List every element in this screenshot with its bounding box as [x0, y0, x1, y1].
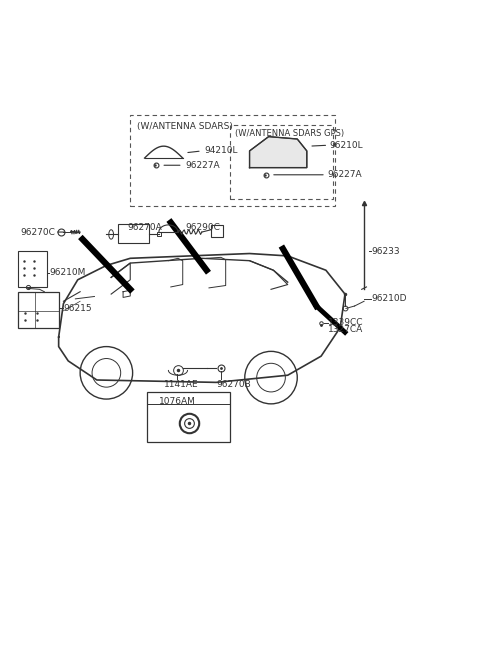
- Text: 1076AM: 1076AM: [159, 397, 196, 405]
- Text: (W/ANTENNA SDARS GPS): (W/ANTENNA SDARS GPS): [235, 130, 344, 138]
- Bar: [18, 251, 47, 287]
- Text: 96210M: 96210M: [49, 268, 85, 277]
- Bar: [230, 124, 333, 198]
- Polygon shape: [250, 137, 307, 168]
- Text: 1339CC: 1339CC: [328, 318, 364, 328]
- Text: 96215: 96215: [63, 304, 92, 313]
- Bar: [147, 392, 230, 442]
- Text: 1141AE: 1141AE: [164, 380, 198, 389]
- Text: 96270B: 96270B: [216, 380, 251, 389]
- Text: 96270A: 96270A: [128, 223, 163, 231]
- Text: 94210L: 94210L: [204, 147, 238, 155]
- Bar: [130, 115, 336, 206]
- Bar: [18, 291, 59, 328]
- Text: 96210L: 96210L: [330, 141, 363, 150]
- Text: 96210D: 96210D: [371, 294, 407, 303]
- Text: 96270C: 96270C: [21, 227, 55, 236]
- Text: 96233: 96233: [371, 247, 400, 255]
- Text: 96227A: 96227A: [185, 160, 220, 170]
- Bar: [211, 225, 223, 237]
- Text: 96227A: 96227A: [327, 170, 362, 179]
- Text: (W/ANTENNA SDARS): (W/ANTENNA SDARS): [137, 122, 233, 131]
- Text: 96290C: 96290C: [185, 223, 220, 231]
- Bar: [118, 224, 149, 243]
- Text: 1327CA: 1327CA: [328, 326, 363, 335]
